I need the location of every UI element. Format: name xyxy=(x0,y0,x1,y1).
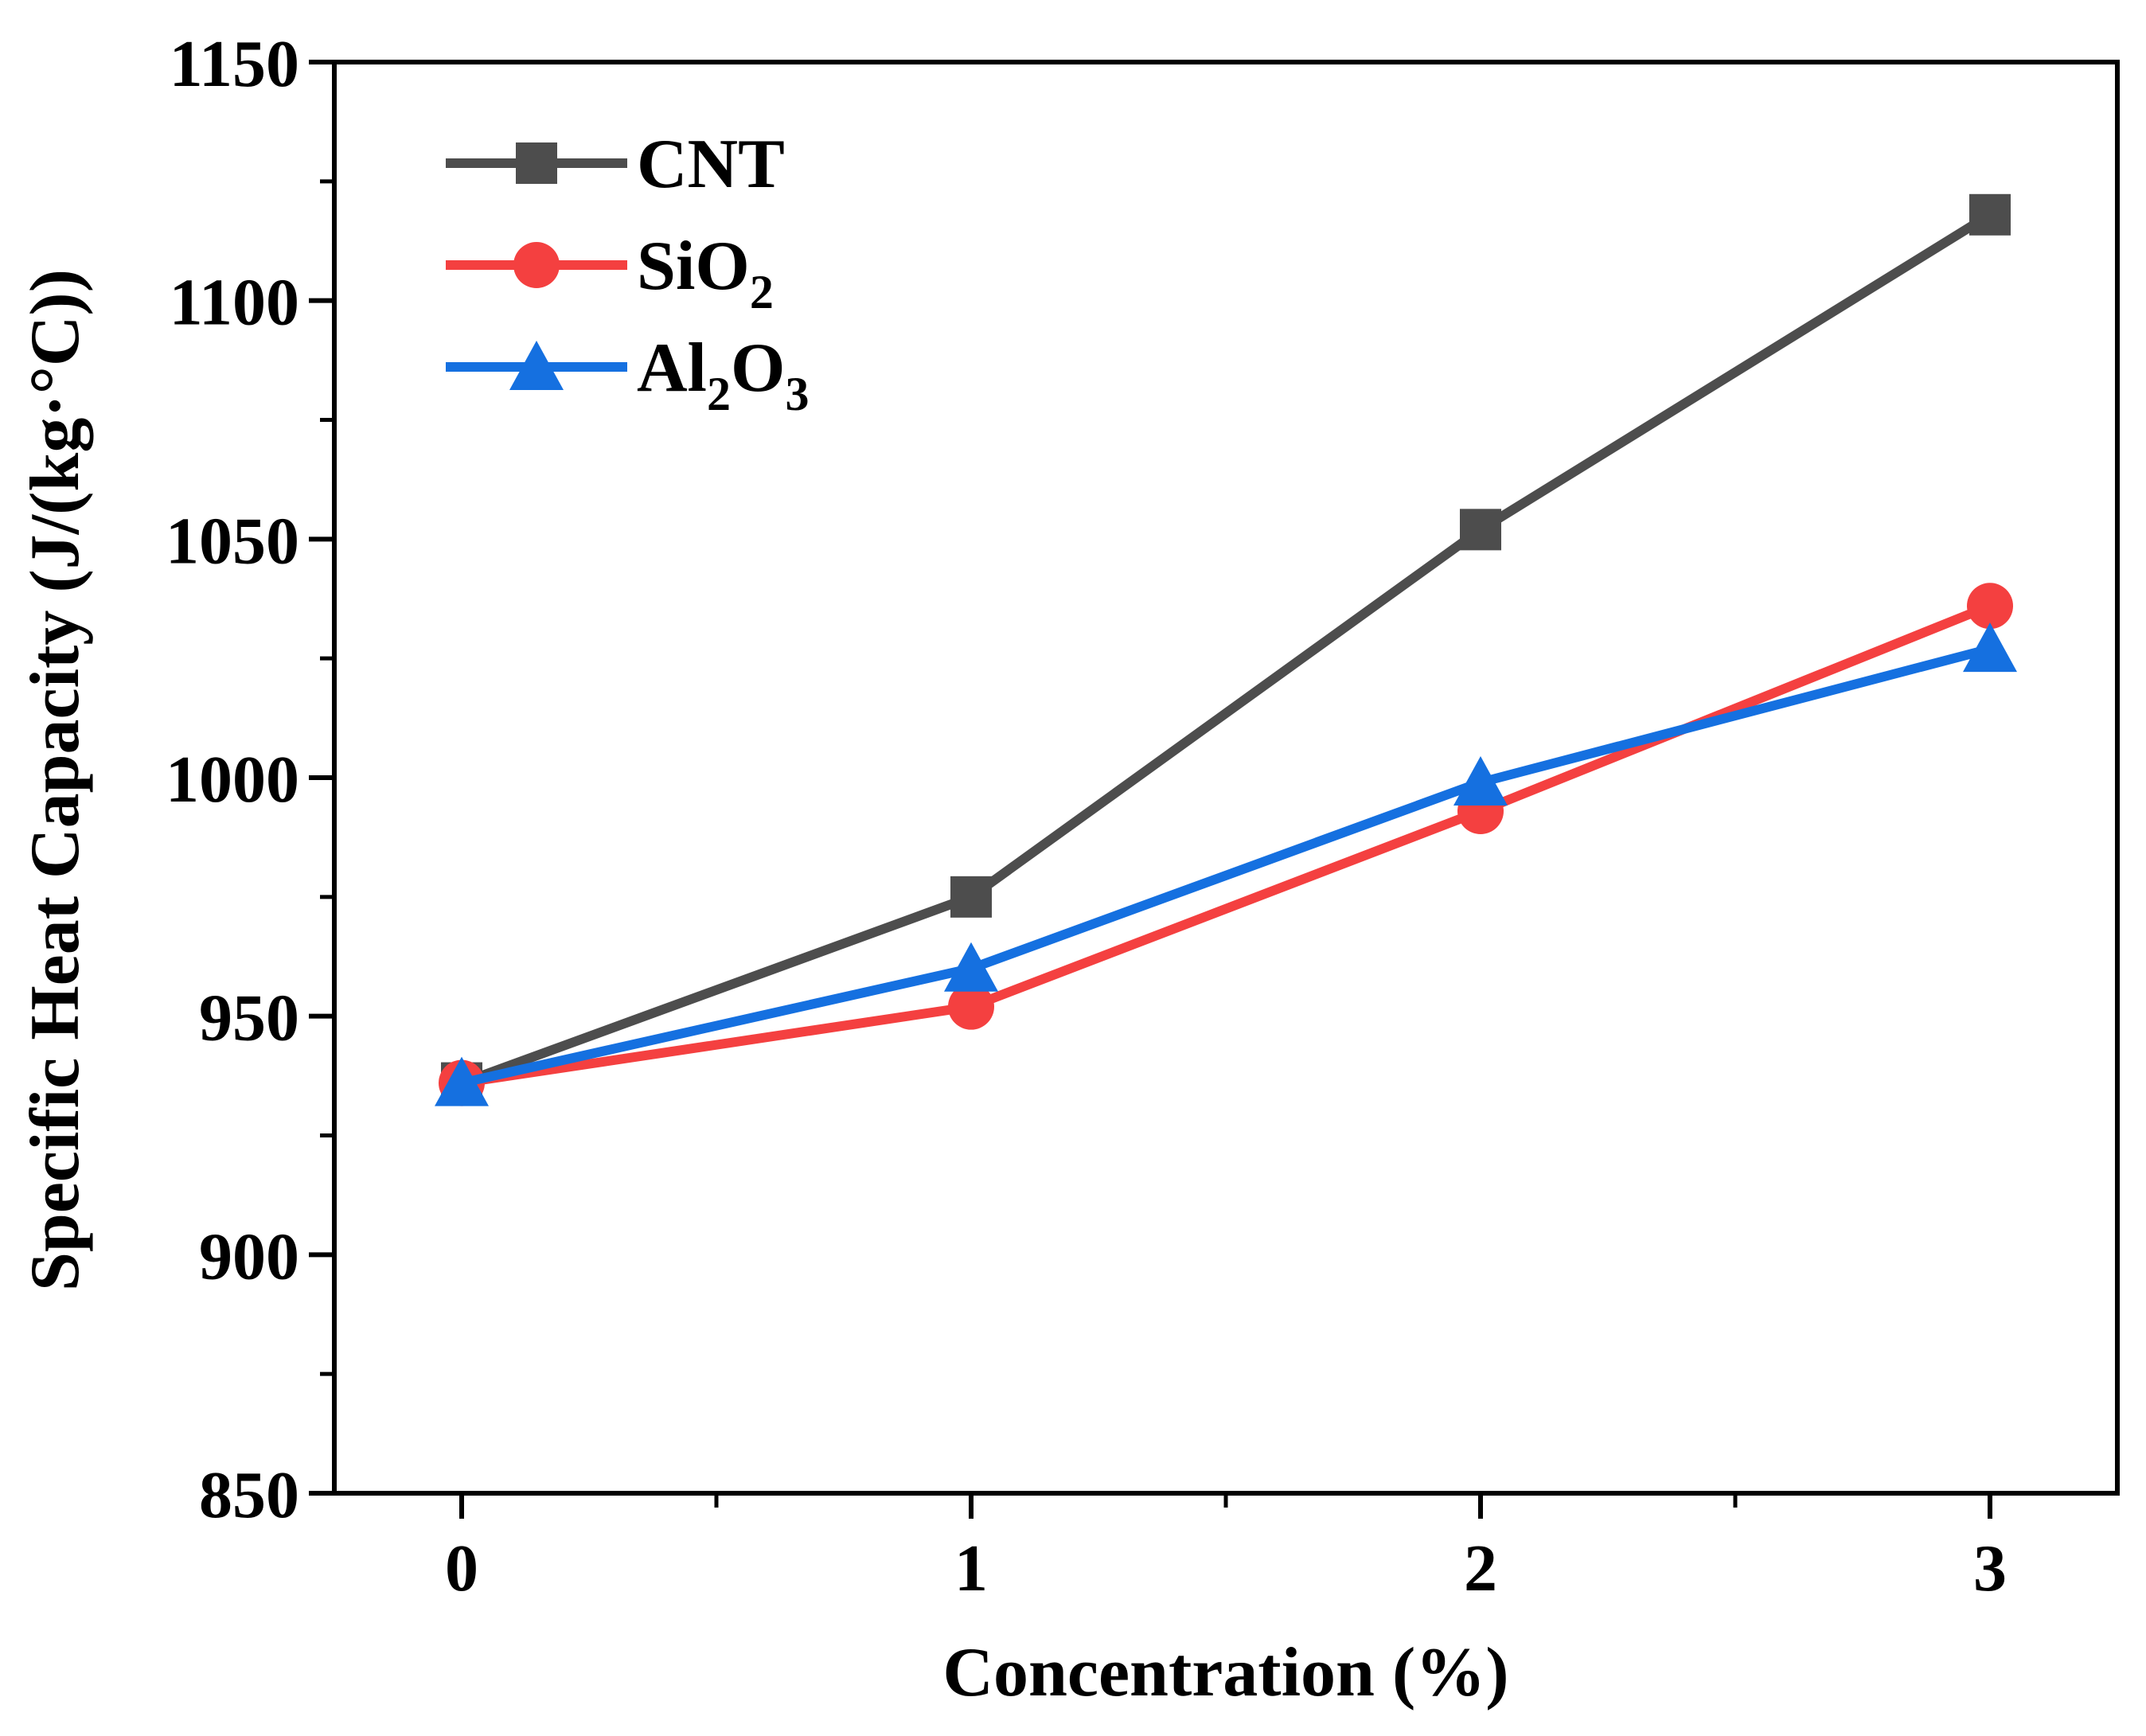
x-axis-label: Concentration (%) xyxy=(942,1634,1508,1711)
y-tick-label: 950 xyxy=(199,981,299,1055)
series-line-cnt xyxy=(459,210,1993,1088)
legend-label-text: SiO xyxy=(637,228,750,305)
data-point-cnt xyxy=(1460,509,1501,551)
legend-label-subscript: 2 xyxy=(750,266,774,318)
y-tick-label: 850 xyxy=(199,1458,299,1532)
legend-item-al2o3: Al2O3 xyxy=(446,330,809,420)
series-layer xyxy=(435,193,2017,1106)
x-tick-label: 3 xyxy=(1973,1531,2007,1605)
data-point-sio2 xyxy=(1967,583,2013,630)
plot-frame xyxy=(332,60,2120,1496)
legend-label-text: CNT xyxy=(637,126,785,203)
x-tick-label: 1 xyxy=(954,1531,988,1605)
y-tick-label: 1100 xyxy=(170,266,299,340)
legend-marker-al2o3 xyxy=(509,341,564,390)
y-tick-label: 1000 xyxy=(166,743,299,817)
legend-item-sio2: SiO2 xyxy=(446,228,774,318)
data-point-al2o3 xyxy=(435,1056,489,1106)
x-tick-label: 2 xyxy=(1464,1531,1497,1605)
data-point-al2o3 xyxy=(944,942,998,992)
series-line-al2o3 xyxy=(460,644,1992,1088)
data-point-sio2 xyxy=(948,983,994,1030)
legend-label-text: O xyxy=(731,330,785,407)
legend-item-cnt: CNT xyxy=(446,126,785,203)
legend-label-al2o3: Al2O3 xyxy=(637,330,809,420)
series-sio2 xyxy=(439,583,2013,1106)
legend-label-sio2: SiO2 xyxy=(637,228,774,318)
y-tick-label: 1150 xyxy=(170,27,299,101)
data-point-cnt xyxy=(950,876,992,918)
legend-label-cnt: CNT xyxy=(637,126,785,203)
y-axis-label: Specific Heat Capacity (J/(kg·°C)) xyxy=(17,269,94,1291)
legend-label-text: Al xyxy=(637,330,707,407)
x-tick-label: 0 xyxy=(445,1531,478,1605)
y-tick-label: 900 xyxy=(199,1219,299,1293)
legend-marker-cnt xyxy=(516,142,557,184)
legend-marker-sio2 xyxy=(513,242,560,288)
data-point-al2o3 xyxy=(1453,755,1508,806)
y-tick-label: 1050 xyxy=(166,504,299,578)
y-axis: 850 900 950 1000 1050 1100 1150 xyxy=(166,27,334,1532)
data-point-al2o3 xyxy=(1963,622,2017,673)
data-point-cnt xyxy=(1969,193,2011,236)
legend-label-subscript: 3 xyxy=(785,368,809,420)
series-line-sio2 xyxy=(461,601,1992,1088)
x-axis: 0 1 2 3 xyxy=(445,1493,2007,1605)
series-al2o3 xyxy=(435,622,2017,1106)
legend-label-subscript: 2 xyxy=(707,368,731,420)
